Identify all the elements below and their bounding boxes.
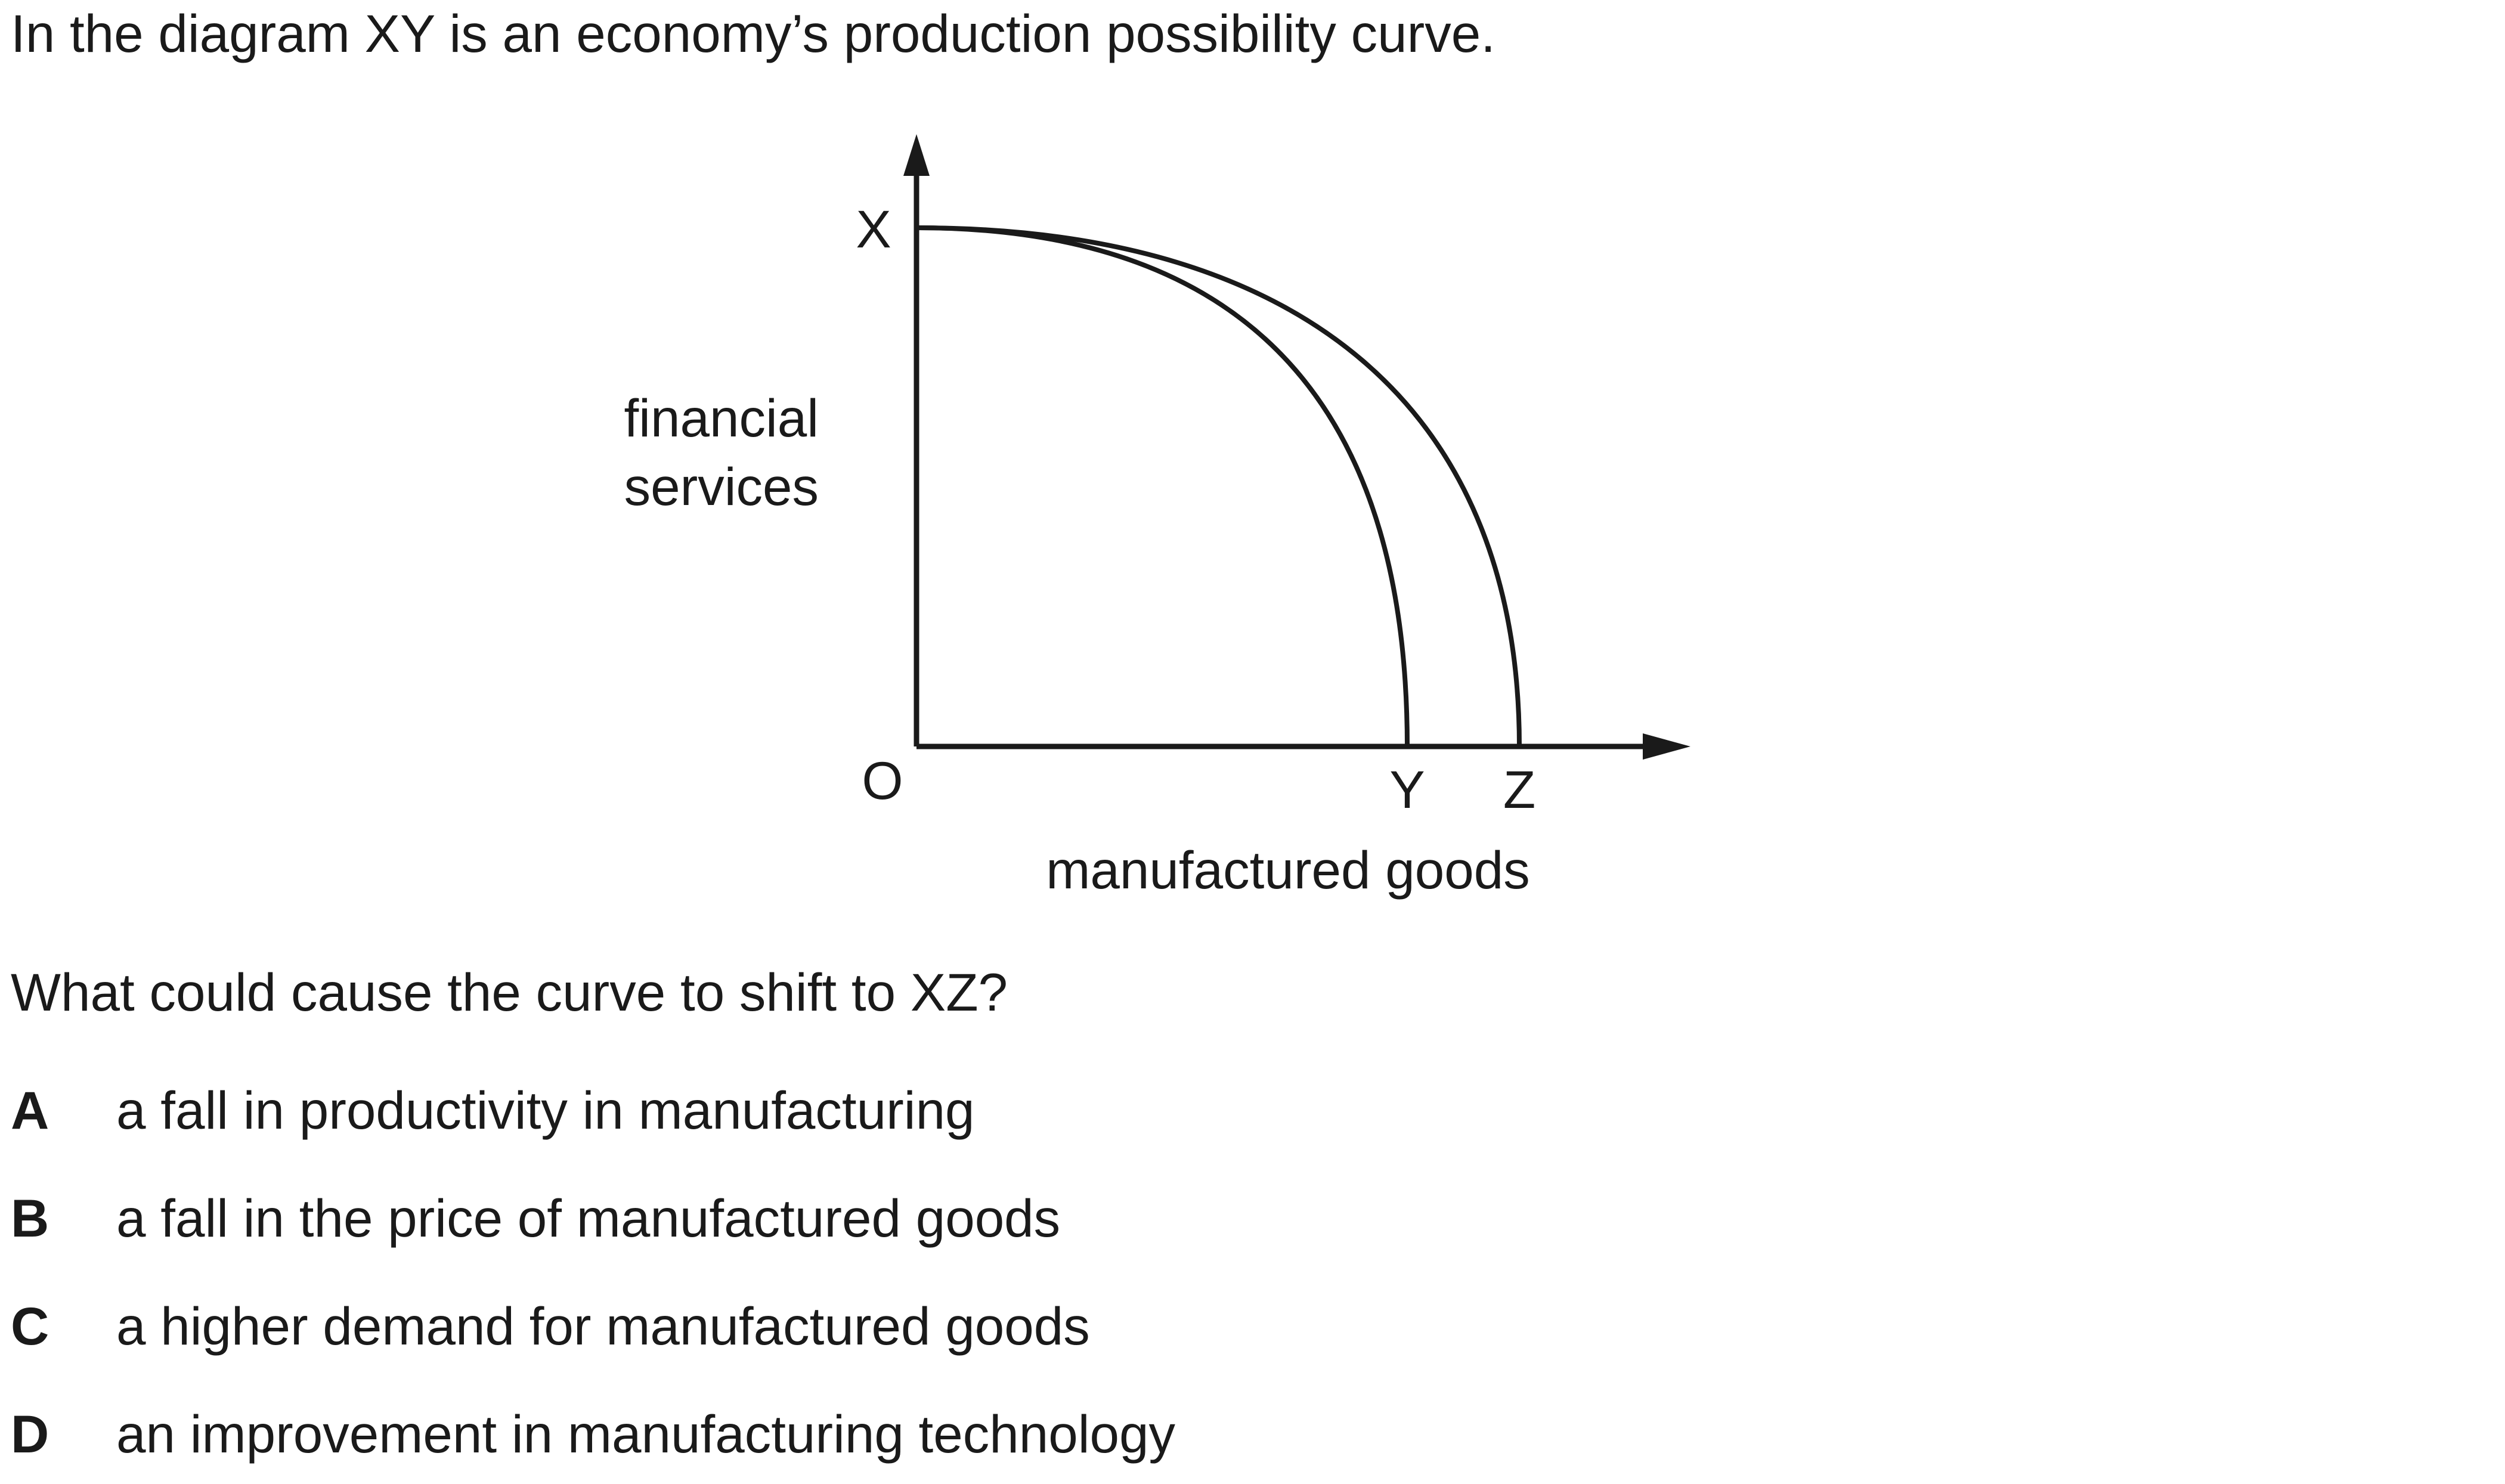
- option-b-letter: B: [11, 1188, 49, 1248]
- curve-xz: [916, 225, 1522, 747]
- option-b-text: a fall in the price of manufactured good…: [116, 1188, 1061, 1248]
- option-d-letter: D: [11, 1404, 49, 1464]
- option-a-letter: A: [11, 1080, 49, 1140]
- point-x-label: X: [856, 199, 891, 259]
- curve-xy: [916, 225, 1410, 747]
- option-c-letter: C: [11, 1296, 49, 1356]
- y-axis-label-line1: financial: [624, 388, 819, 448]
- y-axis-arrow: [903, 134, 930, 176]
- point-z-label: Z: [1503, 760, 1535, 819]
- point-y-label: Y: [1389, 760, 1425, 819]
- x-axis-arrow: [1643, 733, 1690, 760]
- origin-label: O: [862, 751, 903, 810]
- x-axis-label: manufactured goods: [1046, 840, 1529, 900]
- question-prompt: What could cause the curve to shift to X…: [11, 962, 1008, 1022]
- option-c-text: a higher demand for manufactured goods: [116, 1296, 1090, 1356]
- option-d-text: an improvement in manufacturing technolo…: [116, 1404, 1176, 1464]
- question-stem: In the diagram XY is an economy’s produc…: [11, 4, 1496, 63]
- option-a-text: a fall in productivity in manufacturing: [116, 1080, 975, 1140]
- axes: [914, 167, 1652, 749]
- y-axis-label-line2: services: [624, 457, 819, 516]
